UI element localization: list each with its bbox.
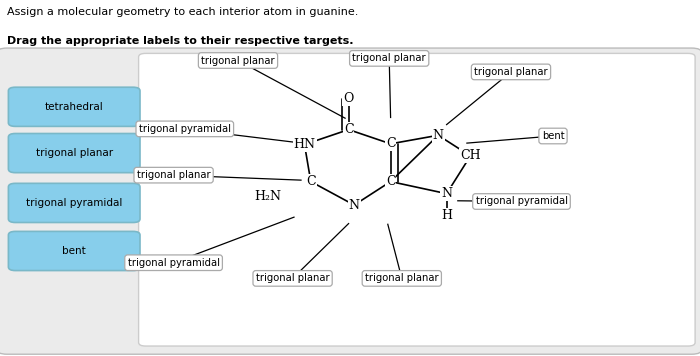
Text: C: C bbox=[386, 137, 396, 150]
FancyBboxPatch shape bbox=[0, 48, 700, 354]
Text: trigonal planar: trigonal planar bbox=[36, 148, 113, 158]
Text: trigonal planar: trigonal planar bbox=[365, 273, 439, 283]
Text: trigonal planar: trigonal planar bbox=[474, 67, 548, 77]
Text: CH: CH bbox=[460, 150, 481, 162]
Text: HN: HN bbox=[293, 138, 316, 151]
Text: N: N bbox=[349, 199, 360, 211]
FancyBboxPatch shape bbox=[8, 183, 140, 222]
FancyBboxPatch shape bbox=[8, 134, 140, 173]
Text: trigonal planar: trigonal planar bbox=[256, 273, 330, 283]
Text: trigonal planar: trigonal planar bbox=[136, 170, 211, 180]
Text: H: H bbox=[441, 209, 452, 222]
Text: H₂N: H₂N bbox=[255, 190, 281, 203]
Text: trigonal pyramidal: trigonal pyramidal bbox=[139, 124, 231, 134]
Text: trigonal pyramidal: trigonal pyramidal bbox=[475, 197, 568, 206]
Text: trigonal pyramidal: trigonal pyramidal bbox=[127, 258, 220, 268]
Text: trigonal planar: trigonal planar bbox=[201, 56, 275, 66]
Text: bent: bent bbox=[62, 246, 86, 256]
FancyBboxPatch shape bbox=[139, 53, 695, 346]
Text: C: C bbox=[306, 175, 316, 188]
FancyBboxPatch shape bbox=[8, 87, 140, 126]
Text: C: C bbox=[386, 175, 396, 188]
Text: bent: bent bbox=[542, 131, 564, 141]
FancyBboxPatch shape bbox=[8, 231, 140, 271]
Text: Drag the appropriate labels to their respective targets.: Drag the appropriate labels to their res… bbox=[7, 36, 354, 46]
Text: C: C bbox=[344, 123, 354, 136]
Text: trigonal pyramidal: trigonal pyramidal bbox=[26, 198, 122, 208]
Text: O: O bbox=[344, 93, 354, 105]
Text: Assign a molecular geometry to each interior atom in guanine.: Assign a molecular geometry to each inte… bbox=[7, 7, 358, 17]
Text: N: N bbox=[441, 187, 452, 200]
Text: tetrahedral: tetrahedral bbox=[45, 102, 104, 112]
Text: trigonal planar: trigonal planar bbox=[352, 53, 426, 63]
Text: N: N bbox=[433, 129, 444, 142]
